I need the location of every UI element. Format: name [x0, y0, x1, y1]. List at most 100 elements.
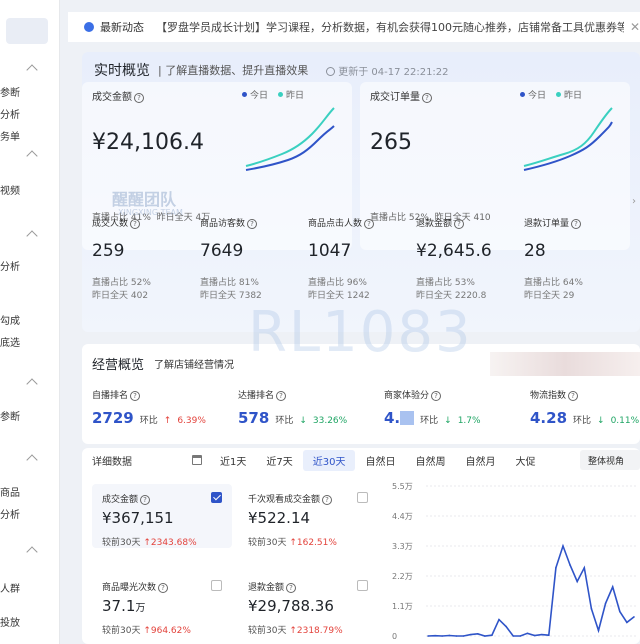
help-icon[interactable]: ?: [422, 93, 432, 103]
notice-message[interactable]: 【罗盘学员成长计划】学习课程，分析数据，有机会获得100元随心推券，店铺常备工具…: [156, 21, 624, 34]
tile-refund[interactable]: 退款金额? ¥29,788.36 较前30天 ↑2318.79%: [238, 572, 378, 636]
tile-gmv[interactable]: 成交金额? ¥367,151 较前30天 ↑2343.68%: [92, 484, 232, 548]
tab-1-day[interactable]: 近1天: [220, 457, 247, 468]
data-point[interactable]: [547, 634, 550, 636]
data-point[interactable]: [597, 629, 600, 632]
sidebar-item[interactable]: 投放: [0, 618, 20, 629]
data-point[interactable]: [569, 564, 571, 566]
sidebar-active-item[interactable]: [6, 18, 48, 44]
sidebar-item[interactable]: 勾成: [0, 316, 20, 327]
help-icon[interactable]: ?: [431, 391, 442, 401]
biz-metric-experience-score[interactable]: 商家体验分? 4. 环比 ↓ 1.7%: [384, 388, 481, 427]
tile-checkbox[interactable]: [211, 580, 222, 591]
data-point[interactable]: [434, 634, 436, 637]
help-icon[interactable]: ?: [158, 583, 169, 593]
data-point[interactable]: [611, 586, 614, 588]
tile-checkbox[interactable]: [357, 580, 368, 591]
data-point[interactable]: [555, 567, 557, 569]
data-point[interactable]: [583, 567, 586, 569]
sidebar-item[interactable]: 视频: [0, 186, 20, 197]
chevron-right-icon[interactable]: ›: [632, 196, 636, 207]
biz-metric-self-rank[interactable]: 自播排名? 2729 环比 ↑ 6.39%: [92, 388, 206, 427]
help-icon[interactable]: ?: [571, 219, 582, 229]
metric-refund-amount[interactable]: 退款金额? ¥2,645.6 直播占比 53% 昨日全天 2220.8: [416, 216, 520, 303]
chevron-up-icon[interactable]: [26, 64, 38, 76]
tile-checkbox[interactable]: [211, 492, 222, 503]
data-point[interactable]: [633, 616, 635, 618]
data-point[interactable]: [427, 635, 429, 637]
data-point[interactable]: [533, 634, 536, 637]
y-tick-label: 1.1万: [392, 602, 413, 611]
tab-30-days[interactable]: 近30天: [302, 450, 356, 471]
tab-7-days[interactable]: 近7天: [266, 457, 293, 468]
biz-metric-creator-rank[interactable]: 达播排名? 578 环比 ↓ 33.26%: [238, 388, 347, 427]
data-point[interactable]: [498, 618, 500, 621]
gmv-label-text: 成交金额: [92, 92, 132, 103]
tab-natural-week[interactable]: 自然周: [415, 457, 446, 468]
metric-refund-orders[interactable]: 退款订单量? 28 直播占比 64% 昨日全天 29: [524, 216, 628, 303]
trend-line-chart[interactable]: 5.5万 4.4万 3.3万 2.2万 1.1万 0: [390, 478, 640, 644]
help-icon[interactable]: ?: [276, 391, 287, 401]
data-point[interactable]: [484, 635, 486, 637]
tile-gpm[interactable]: 千次观看成交金额? ¥522.14 较前30天 ↑162.51%: [238, 484, 378, 548]
data-point[interactable]: [604, 602, 607, 605]
data-point[interactable]: [519, 635, 522, 637]
data-point[interactable]: [562, 545, 564, 547]
help-icon[interactable]: ?: [247, 219, 258, 229]
data-point[interactable]: [618, 610, 621, 613]
tile-impressions[interactable]: 商品曝光次数? 37.1万 较前30天 ↑964.62%: [92, 572, 232, 636]
help-icon[interactable]: ?: [322, 495, 333, 505]
data-point[interactable]: [455, 635, 458, 637]
gmv-panel[interactable]: 成交金额? 今日 昨日 ¥24,106.4 直播占比 41% 昨日全天 4万: [82, 82, 352, 250]
metric-buyers[interactable]: 成交人数? 259 直播占比 52% 昨日全天 402: [92, 216, 196, 303]
data-point[interactable]: [491, 634, 493, 636]
tab-promotion[interactable]: 大促: [515, 457, 536, 468]
data-point[interactable]: [469, 633, 472, 636]
chevron-up-icon[interactable]: [26, 454, 38, 466]
legend-today-text: 今日: [528, 91, 547, 101]
tab-natural-day[interactable]: 自然日: [365, 457, 396, 468]
data-point[interactable]: [462, 635, 465, 637]
sidebar-item[interactable]: 商品: [0, 488, 20, 499]
close-icon[interactable]: ✕: [629, 20, 640, 34]
help-icon[interactable]: ?: [568, 391, 579, 401]
help-icon[interactable]: ?: [286, 583, 297, 593]
chevron-up-icon[interactable]: [26, 546, 38, 558]
data-point[interactable]: [512, 635, 515, 637]
sidebar-item[interactable]: 参断: [0, 412, 20, 423]
data-point[interactable]: [505, 625, 507, 628]
help-icon[interactable]: ?: [134, 93, 144, 103]
help-icon[interactable]: ?: [130, 219, 141, 229]
metric-clicks[interactable]: 商品点击人数? 1047 直播占比 96% 昨日全天 1242: [308, 216, 412, 303]
chevron-up-icon[interactable]: [26, 150, 38, 162]
data-point[interactable]: [526, 632, 529, 635]
calendar-icon[interactable]: [192, 455, 202, 465]
data-point[interactable]: [576, 580, 578, 583]
business-link[interactable]: 了解店铺经营情况: [154, 360, 235, 371]
help-icon[interactable]: ?: [364, 219, 375, 229]
data-point[interactable]: [540, 633, 543, 636]
orders-panel[interactable]: 成交订单量? 今日 昨日 265 直播占比 52% 昨日全天 410: [360, 82, 630, 250]
sidebar-item[interactable]: 务单: [0, 132, 20, 143]
sidebar-item[interactable]: 底选: [0, 338, 20, 349]
help-icon[interactable]: ?: [130, 391, 141, 401]
chevron-up-icon[interactable]: [26, 378, 38, 390]
view-select[interactable]: 整体视角: [580, 450, 640, 470]
sidebar-item[interactable]: 分析: [0, 110, 20, 121]
sidebar-item[interactable]: 参断: [0, 88, 20, 99]
data-point[interactable]: [476, 633, 479, 635]
tile-checkbox[interactable]: [357, 492, 368, 503]
biz-metric-logistics[interactable]: 物流指数? 4.28 环比 ↓ 0.11%: [530, 388, 639, 427]
data-point[interactable]: [448, 634, 451, 637]
sidebar-item[interactable]: 人群: [0, 584, 20, 595]
sidebar-item[interactable]: 分析: [0, 262, 20, 273]
data-point[interactable]: [626, 621, 628, 624]
metric-visitors[interactable]: 商品访客数? 7649 直播占比 81% 昨日全天 7382: [200, 216, 304, 303]
sidebar-item[interactable]: 分析: [0, 510, 20, 521]
help-icon[interactable]: ?: [454, 219, 465, 229]
chevron-up-icon[interactable]: [26, 230, 38, 242]
help-icon[interactable]: ?: [140, 495, 151, 505]
tab-natural-month[interactable]: 自然月: [465, 457, 496, 468]
data-point[interactable]: [441, 635, 444, 637]
data-point[interactable]: [590, 607, 593, 610]
